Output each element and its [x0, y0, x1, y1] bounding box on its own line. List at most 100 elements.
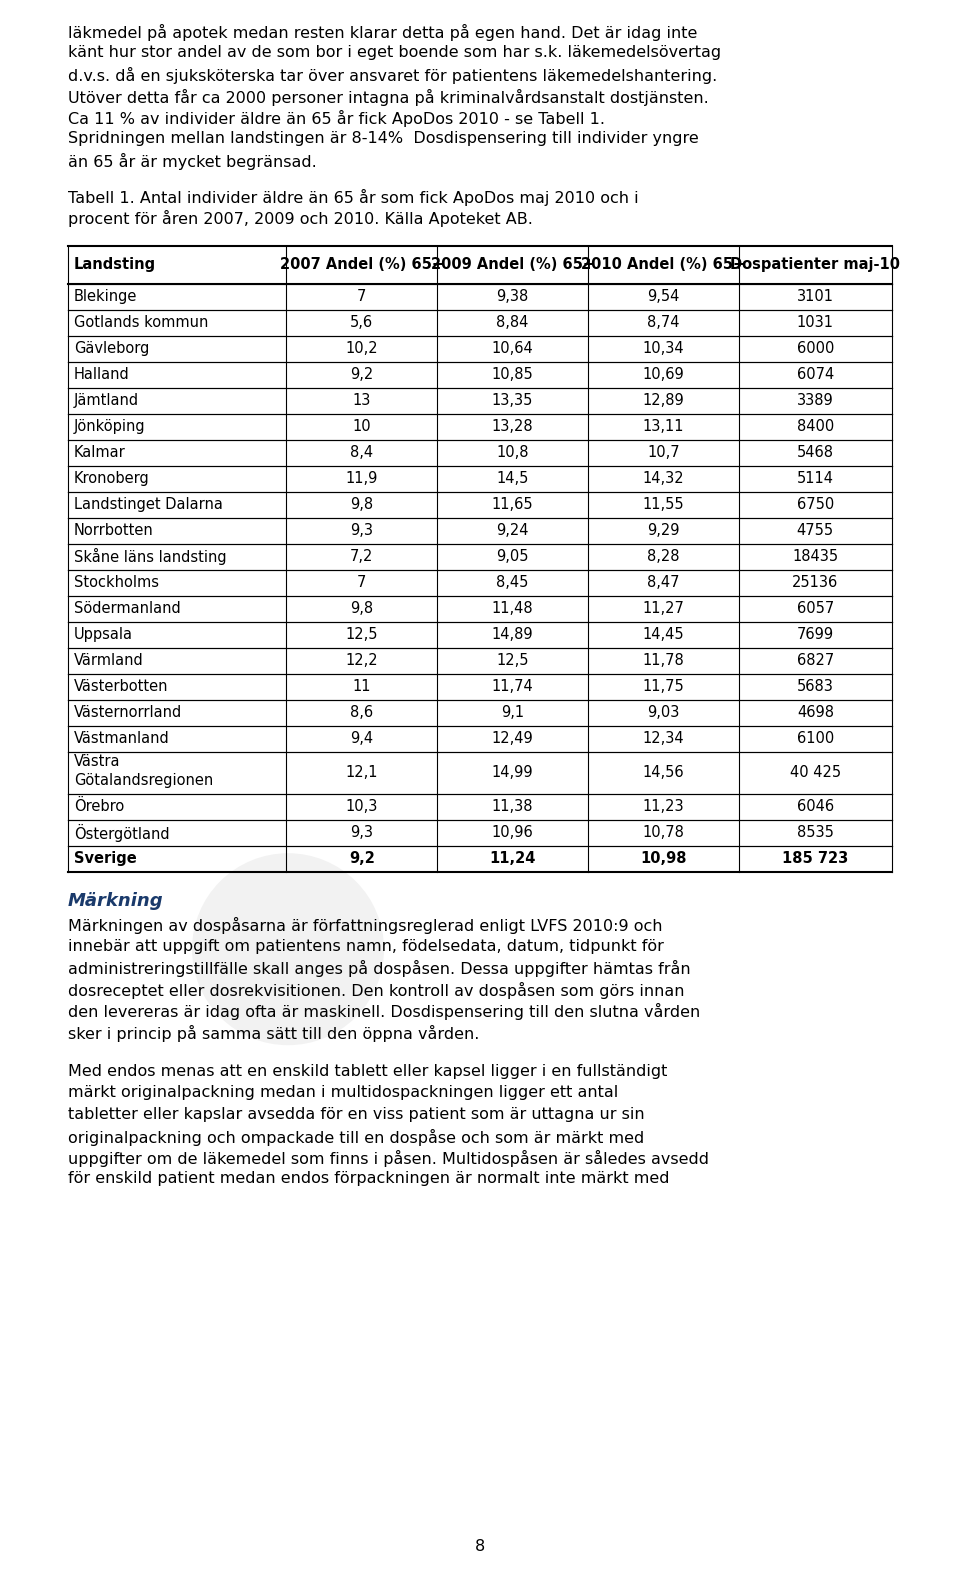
- Text: 3389: 3389: [797, 392, 833, 408]
- Text: 11,24: 11,24: [490, 851, 536, 865]
- Text: känt hur stor andel av de som bor i eget boende som har s.k. läkemedelsövertag: känt hur stor andel av de som bor i eget…: [68, 46, 721, 60]
- Text: 9,29: 9,29: [647, 524, 680, 538]
- Text: Dospatienter maj-10: Dospatienter maj-10: [731, 256, 900, 272]
- Text: 11: 11: [352, 679, 371, 694]
- Text: 10,8: 10,8: [496, 445, 529, 460]
- Text: Landstinget Dalarna: Landstinget Dalarna: [74, 497, 223, 513]
- Text: 9,1: 9,1: [501, 706, 524, 720]
- Text: 9,2: 9,2: [350, 367, 373, 381]
- Text: 13,35: 13,35: [492, 392, 533, 408]
- Text: 11,9: 11,9: [346, 471, 378, 486]
- Text: Norrbotten: Norrbotten: [74, 524, 154, 538]
- Text: 6046: 6046: [797, 799, 834, 815]
- Text: 9,05: 9,05: [496, 549, 529, 565]
- Text: Uppsala: Uppsala: [74, 626, 133, 642]
- Text: 11,78: 11,78: [642, 653, 684, 668]
- Text: 6057: 6057: [797, 601, 834, 615]
- Text: 7: 7: [357, 290, 367, 304]
- Text: 10,2: 10,2: [346, 342, 378, 356]
- Text: 13,28: 13,28: [492, 419, 534, 433]
- Text: 9,4: 9,4: [350, 731, 373, 747]
- Text: 40 425: 40 425: [790, 766, 841, 780]
- Text: 10,3: 10,3: [346, 799, 378, 815]
- Text: Gotlands kommun: Gotlands kommun: [74, 315, 208, 331]
- Text: 8,28: 8,28: [647, 549, 680, 565]
- Text: 4698: 4698: [797, 706, 834, 720]
- Text: 14,56: 14,56: [642, 766, 684, 780]
- Text: märkt originalpackning medan i multidospackningen ligger ett antal: märkt originalpackning medan i multidosp…: [68, 1085, 618, 1101]
- Text: 9,24: 9,24: [496, 524, 529, 538]
- Text: Halland: Halland: [74, 367, 130, 381]
- Text: 11,27: 11,27: [642, 601, 684, 615]
- Text: 6100: 6100: [797, 731, 834, 747]
- Text: originalpackning och ompackade till en dospåse och som är märkt med: originalpackning och ompackade till en d…: [68, 1128, 644, 1145]
- Text: 18435: 18435: [792, 549, 838, 565]
- Text: 8400: 8400: [797, 419, 834, 433]
- Text: 185 723: 185 723: [782, 851, 849, 865]
- Text: 9,8: 9,8: [350, 497, 373, 513]
- Text: 10: 10: [352, 419, 372, 433]
- Text: 11,38: 11,38: [492, 799, 534, 815]
- Text: procent för åren 2007, 2009 och 2010. Källa Apoteket AB.: procent för åren 2007, 2009 och 2010. Kä…: [68, 210, 533, 226]
- Text: Västernorrland: Västernorrland: [74, 706, 182, 720]
- Text: 7,2: 7,2: [350, 549, 373, 565]
- Text: Jönköping: Jönköping: [74, 419, 146, 433]
- Text: 4755: 4755: [797, 524, 834, 538]
- Text: 9,2: 9,2: [348, 851, 374, 865]
- Text: Stockholms: Stockholms: [74, 574, 159, 590]
- Text: 5683: 5683: [797, 679, 834, 694]
- Text: 14,45: 14,45: [642, 626, 684, 642]
- Text: 14,5: 14,5: [496, 471, 529, 486]
- Text: Västmanland: Västmanland: [74, 731, 170, 747]
- Text: 12,34: 12,34: [642, 731, 684, 747]
- Text: Kalmar: Kalmar: [74, 445, 126, 460]
- Text: för enskild patient medan endos förpackningen är normalt inte märkt med: för enskild patient medan endos förpackn…: [68, 1172, 669, 1186]
- Text: 12,2: 12,2: [346, 653, 378, 668]
- Text: 3101: 3101: [797, 290, 834, 304]
- Text: Märkningen av dospåsarna är författningsreglerad enligt LVFS 2010:9 och: Märkningen av dospåsarna är författnings…: [68, 918, 662, 933]
- Text: 25136: 25136: [792, 574, 838, 590]
- Text: 10,78: 10,78: [642, 824, 684, 840]
- Text: 9,38: 9,38: [496, 290, 529, 304]
- Text: 14,99: 14,99: [492, 766, 534, 780]
- Text: 8,4: 8,4: [350, 445, 373, 460]
- Text: 9,3: 9,3: [350, 824, 373, 840]
- Text: 10,64: 10,64: [492, 342, 534, 356]
- Text: 10,85: 10,85: [492, 367, 534, 381]
- Text: 14,89: 14,89: [492, 626, 534, 642]
- Text: 2010 Andel (%) 65+: 2010 Andel (%) 65+: [581, 256, 745, 272]
- Text: Sverige: Sverige: [74, 851, 136, 865]
- Text: 6000: 6000: [797, 342, 834, 356]
- Text: 6074: 6074: [797, 367, 834, 381]
- Text: Södermanland: Södermanland: [74, 601, 180, 615]
- Text: 9,3: 9,3: [350, 524, 373, 538]
- Text: d.v.s. då en sjuksköterska tar över ansvaret för patientens läkemedelshantering.: d.v.s. då en sjuksköterska tar över ansv…: [68, 66, 717, 84]
- Text: 10,98: 10,98: [640, 851, 686, 865]
- Text: 11,74: 11,74: [492, 679, 534, 694]
- Text: administreringstillfälle skall anges på dospåsen. Dessa uppgifter hämtas från: administreringstillfälle skall anges på …: [68, 960, 690, 978]
- Text: 8,45: 8,45: [496, 574, 529, 590]
- Text: 12,49: 12,49: [492, 731, 534, 747]
- Text: 9,54: 9,54: [647, 290, 680, 304]
- Text: Ca 11 % av individer äldre än 65 år fick ApoDos 2010 - se Tabell 1.: Ca 11 % av individer äldre än 65 år fick…: [68, 111, 605, 127]
- Text: 13: 13: [352, 392, 371, 408]
- Circle shape: [192, 853, 384, 1046]
- Text: sker i princip på samma sätt till den öppna vården.: sker i princip på samma sätt till den öp…: [68, 1025, 479, 1041]
- Text: 2009 Andel (%) 65+: 2009 Andel (%) 65+: [430, 256, 594, 272]
- Text: 5114: 5114: [797, 471, 834, 486]
- Text: 12,1: 12,1: [346, 766, 378, 780]
- Text: 12,89: 12,89: [642, 392, 684, 408]
- Text: 5,6: 5,6: [350, 315, 373, 331]
- Text: Spridningen mellan landstingen är 8-14%  Dosdispensering till individer yngre: Spridningen mellan landstingen är 8-14% …: [68, 131, 699, 147]
- Text: Östergötland: Östergötland: [74, 824, 170, 842]
- Text: Med endos menas att en enskild tablett eller kapsel ligger i en fullständigt: Med endos menas att en enskild tablett e…: [68, 1065, 667, 1079]
- Text: än 65 år är mycket begränsad.: än 65 år är mycket begränsad.: [68, 153, 317, 169]
- Text: 14,32: 14,32: [642, 471, 684, 486]
- Text: Värmland: Värmland: [74, 653, 144, 668]
- Text: läkmedel på apotek medan resten klarar detta på egen hand. Det är idag inte: läkmedel på apotek medan resten klarar d…: [68, 24, 697, 41]
- Text: den levereras är idag ofta är maskinell. Dosdispensering till den slutna vården: den levereras är idag ofta är maskinell.…: [68, 1003, 700, 1020]
- Text: Örebro: Örebro: [74, 799, 124, 815]
- Text: 11,23: 11,23: [642, 799, 684, 815]
- Text: 13,11: 13,11: [642, 419, 684, 433]
- Text: 12,5: 12,5: [496, 653, 529, 668]
